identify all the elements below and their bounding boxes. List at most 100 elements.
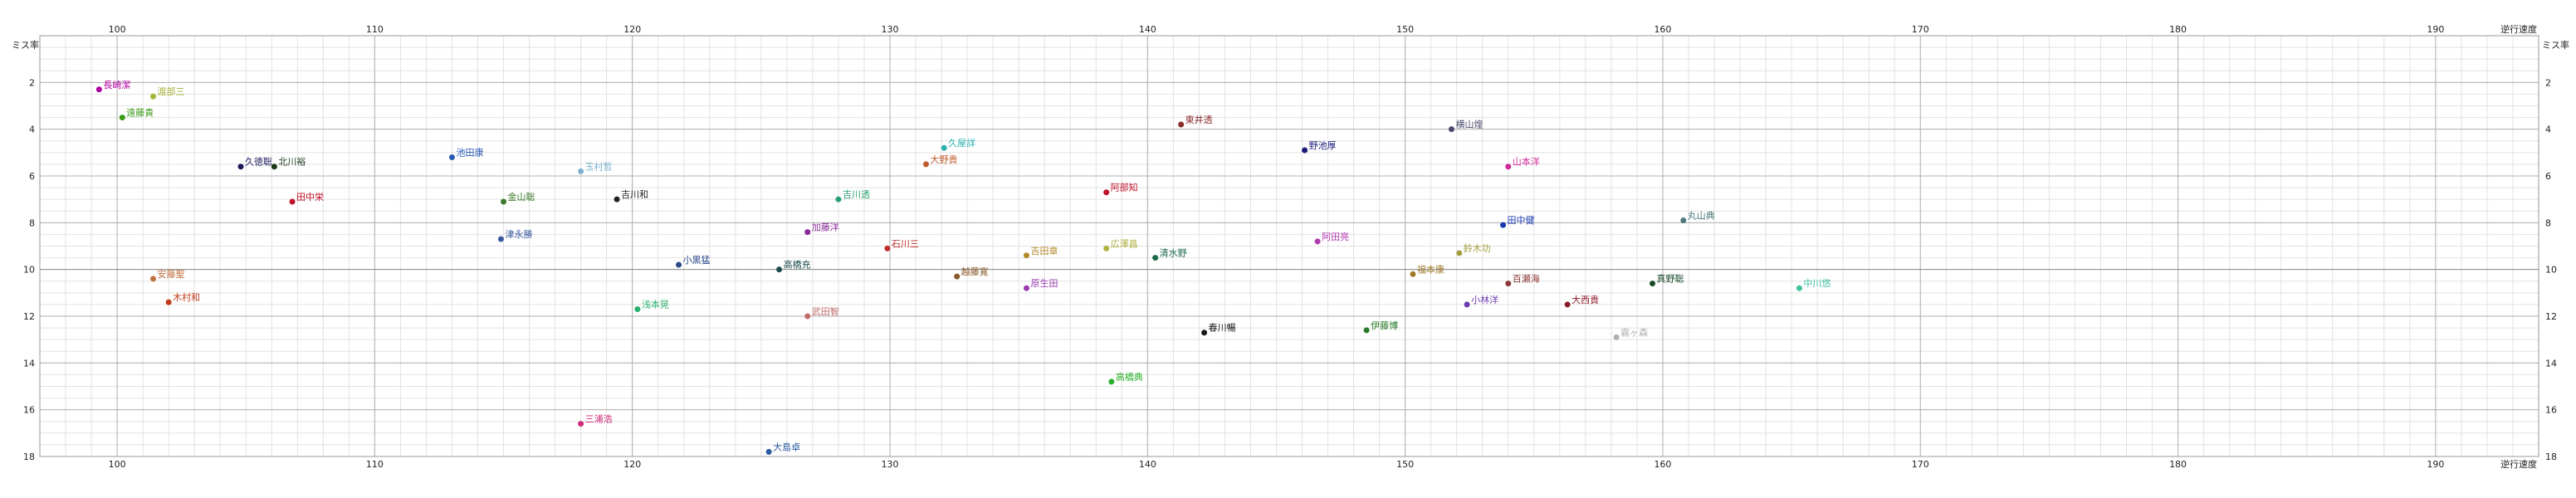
scatter-point (941, 144, 947, 151)
y-tick-label: 18 (23, 452, 35, 462)
scatter-point (1302, 147, 1308, 154)
scatter-point (613, 196, 620, 203)
x-tick-label: 150 (1396, 24, 1414, 35)
scatter-point-group: 丸山典 (1680, 210, 1715, 224)
y-tick-label: 12 (2545, 311, 2557, 322)
x-axis-title-bottom: 逆行速度 (2500, 458, 2537, 470)
scatter-point (578, 421, 584, 427)
x-tick-labels-bottom: 100 110 120 130 140 150 160 170 180 190 (109, 459, 2445, 470)
scatter-point (119, 115, 125, 121)
scatter-point-group: 久徳聡 (237, 156, 272, 170)
scatter-point-group: 田中栄 (289, 191, 324, 205)
point-label: 福本康 (1417, 263, 1444, 275)
scatter-point-group: 原生田 (1023, 277, 1058, 291)
scatter-point-group: 渡部三 (150, 85, 185, 100)
scatter-point-group: 三浦浩 (578, 414, 613, 427)
scatter-point-group: 東井透 (1178, 114, 1213, 128)
scatter-point (1108, 378, 1115, 385)
point-label: 武田智 (812, 305, 839, 317)
point-label: 池田康 (456, 146, 483, 158)
scatter-point-group: 大野貴 (922, 154, 957, 168)
scatter-point-group: 百瀬海 (1505, 273, 1540, 287)
scatter-point-group: 北川裕 (271, 157, 306, 170)
scatter-point-group: 高橋典 (1108, 371, 1143, 385)
point-label: 石川三 (892, 238, 919, 249)
scatter-point-group: 小林洋 (1464, 294, 1498, 308)
scatter-point-group: 津永勝 (497, 228, 532, 242)
x-tick-label: 110 (366, 459, 384, 470)
point-label: 霧ヶ森 (1620, 326, 1648, 338)
point-label: 安藤聖 (158, 268, 185, 280)
y-tick-labels-right: 2 4 6 8 10 12 14 16 18 (2545, 77, 2557, 462)
scatter-point-group: 阿田亮 (1314, 231, 1349, 245)
scatter-point-group: 横山煌 (1448, 119, 1483, 133)
scatter-point-group: 木村和 (165, 291, 200, 305)
x-tick-label: 170 (1912, 24, 1929, 35)
point-label: 野池厚 (1309, 140, 1337, 151)
point-label: 原生田 (1030, 277, 1058, 289)
point-label: 大野貴 (930, 154, 957, 165)
point-label: 伊藤博 (1371, 320, 1398, 331)
scatter-point (1178, 121, 1185, 128)
major-grid (40, 36, 2539, 457)
plot-frame (39, 35, 2539, 457)
scatter-point-group: 吉川和 (613, 189, 648, 203)
point-label: 阿田亮 (1322, 231, 1349, 242)
point-label: 加藤洋 (812, 222, 839, 233)
x-tick-label: 180 (2169, 24, 2187, 35)
scatter-point (1314, 238, 1321, 245)
point-label: 田中栄 (296, 191, 324, 203)
point-label: 金山聡 (508, 191, 535, 203)
scatter-point-group: 大島卓 (765, 441, 800, 455)
y-tick-label: 8 (29, 217, 35, 228)
scatter-point-group: 福本康 (1410, 263, 1444, 277)
point-label: 渡部三 (158, 85, 185, 97)
y-axis-title-right: ミス率 (2542, 39, 2569, 51)
y-tick-label: 2 (29, 77, 35, 88)
point-label: 山本洋 (1513, 156, 1540, 168)
scatter-point-group: 久屋詳 (941, 137, 975, 151)
scatter-point (1363, 327, 1370, 334)
x-tick-label: 110 (366, 24, 384, 35)
scatter-point-group: 大西貴 (1564, 294, 1599, 308)
scatter-point (1201, 330, 1208, 336)
point-label: 津永勝 (505, 228, 532, 240)
scatter-point-group: 安藤聖 (150, 268, 185, 282)
point-label: 真野聡 (1657, 273, 1684, 285)
x-tick-label: 130 (882, 459, 899, 470)
scatter-point (765, 448, 772, 455)
point-label: 春川暢 (1209, 323, 1236, 334)
y-tick-label: 4 (2545, 124, 2551, 135)
point-label: 木村和 (173, 291, 200, 303)
scatter-point (165, 299, 172, 305)
scatter-point (271, 164, 277, 170)
point-label: 阿部知 (1111, 182, 1138, 193)
scatter-point-group: 真野聡 (1650, 273, 1684, 287)
scatter-point (1103, 245, 1110, 251)
scatter-point-group: 遠藤貴 (119, 107, 154, 121)
scatter-point (884, 245, 891, 251)
scatter-point-group: 金山聡 (501, 191, 535, 205)
y-tick-label: 10 (2545, 265, 2557, 276)
point-label: 長崎潔 (103, 79, 130, 90)
scatter-point (289, 198, 296, 205)
scatter-point-group: 阿部知 (1103, 182, 1138, 196)
scatter-point (1464, 301, 1470, 308)
y-tick-label: 14 (2545, 358, 2557, 369)
scatter-point-group: 玉村哲 (578, 160, 613, 174)
scatter-point (804, 229, 811, 236)
scatter-point-group: 武田智 (804, 305, 839, 320)
y-tick-label: 14 (23, 358, 35, 369)
point-label: 吉川和 (621, 189, 648, 200)
x-tick-label: 160 (1654, 24, 1671, 35)
scatter-point-group: 野池厚 (1302, 140, 1337, 154)
y-axis-title-left: ミス率 (12, 39, 39, 51)
scatter-point-group: 鈴木功 (1456, 242, 1491, 256)
scatter-point (1456, 250, 1463, 256)
point-label: 玉村哲 (585, 160, 613, 172)
point-label: 田中健 (1508, 215, 1535, 226)
point-label: 小黒猛 (683, 255, 711, 266)
x-tick-label: 100 (109, 24, 126, 35)
scatter-point (1410, 271, 1416, 277)
